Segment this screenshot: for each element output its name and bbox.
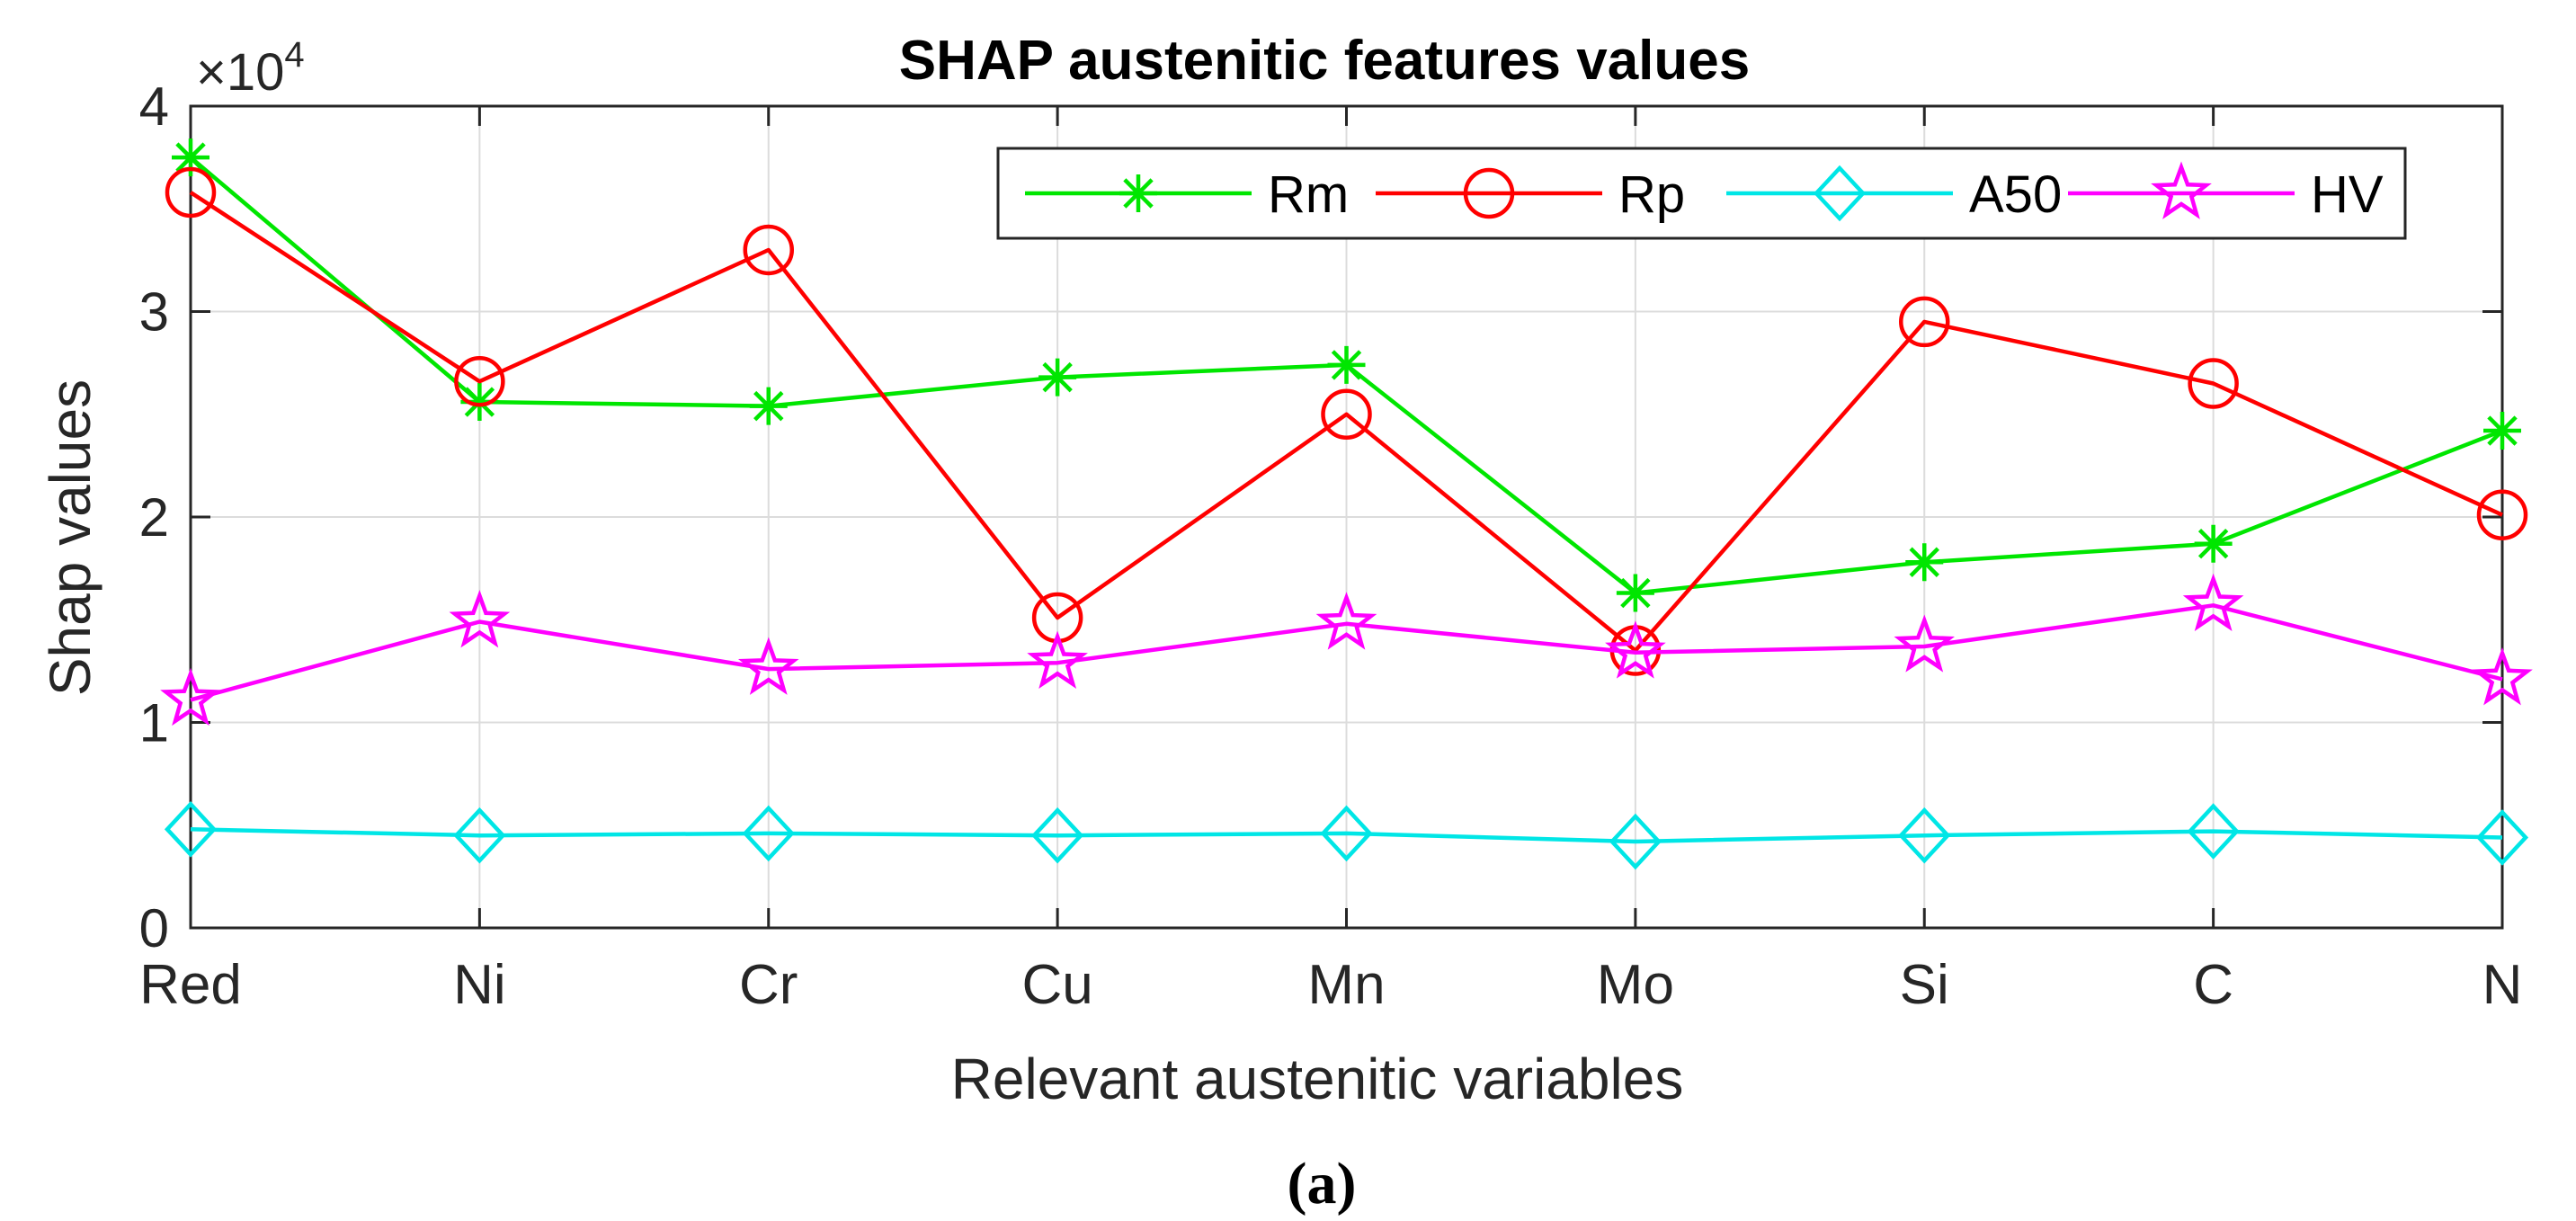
y-tick-label: 0 (139, 898, 169, 958)
data-point-a50 (164, 801, 218, 858)
data-point-rp (2188, 358, 2239, 409)
data-point-rm (172, 138, 209, 177)
x-tick-label: C (2193, 954, 2233, 1016)
series-line-hv (190, 603, 2503, 702)
series-line-rp (189, 191, 2503, 653)
x-axis-label: Relevant austenitic variables (951, 1047, 1684, 1111)
legend-marker-rm (1119, 174, 1157, 212)
y-tick-label: 2 (139, 487, 169, 548)
legend-marker-hv (2151, 161, 2212, 219)
x-tick-label: Mn (1307, 954, 1385, 1016)
legend-marker-rp (1463, 167, 1515, 219)
data-point-hv (1894, 614, 1955, 673)
legend-label-rp: Rp (1618, 165, 1685, 224)
legend-marker-a50 (1813, 165, 1867, 222)
data-point-rp (165, 166, 217, 218)
data-point-hv (160, 667, 221, 726)
data-point-rm (460, 383, 499, 422)
data-point-hv (1315, 592, 1377, 650)
data-point-rp (1899, 296, 1950, 348)
grid (191, 106, 2502, 928)
x-tick-label: Red (139, 954, 242, 1016)
y-exponent-label: ×104 (196, 35, 305, 102)
series-line-a50 (190, 827, 2503, 844)
data-point-rp (1321, 388, 1372, 440)
legend-label-rm: Rm (1268, 165, 1349, 224)
x-tick-label: N (2482, 954, 2523, 1016)
data-point-rp (743, 224, 794, 276)
data-point-a50 (1609, 813, 1662, 870)
legend: Rm Rp A50 HV (996, 147, 2407, 240)
data-point-a50 (1320, 805, 1373, 862)
data-point-hv (2472, 646, 2533, 706)
data-point-hv (449, 589, 511, 648)
data-point-a50 (1898, 807, 1951, 864)
data-point-a50 (2475, 809, 2529, 866)
series (160, 138, 2533, 870)
data-point-hv (1027, 630, 1088, 690)
x-tick-label: Ni (453, 954, 506, 1016)
data-point-a50 (2187, 803, 2240, 860)
x-tick-label: Mo (1597, 954, 1674, 1016)
data-point-hv (2182, 573, 2244, 631)
data-point-rm (749, 387, 788, 425)
legend-label-a50: A50 (1969, 165, 2062, 224)
x-tick-label: Cr (739, 954, 798, 1016)
axes: 0 1 2 3 4 Red Ni Cr Cu Mn Mo Si C N (139, 76, 2523, 1016)
x-tick-label: Si (1900, 954, 1949, 1016)
data-point-hv (737, 637, 799, 695)
data-point-a50 (742, 805, 795, 862)
data-point-hv (1605, 620, 1666, 679)
legend-label-hv: HV (2311, 165, 2384, 224)
data-point-a50 (453, 807, 506, 864)
data-point-rm (1327, 345, 1366, 384)
data-point-rm (2483, 412, 2521, 450)
data-point-rm (1905, 543, 1944, 582)
x-tick-label: Cu (1021, 954, 1092, 1016)
y-tick-label: 1 (139, 693, 169, 753)
data-point-rm (2194, 524, 2233, 563)
y-tick-label: 3 (139, 282, 169, 343)
chart-title: SHAP austenitic features values (899, 30, 1750, 92)
data-point-rm (1038, 358, 1077, 397)
data-point-rp (454, 355, 505, 407)
figure-caption: (a) (1288, 1151, 1357, 1217)
y-axis-label: Shap values (38, 379, 103, 696)
data-point-rm (1616, 574, 1654, 612)
data-point-a50 (1031, 807, 1084, 864)
data-point-rp (2476, 489, 2528, 540)
y-tick-label: 4 (139, 76, 169, 137)
